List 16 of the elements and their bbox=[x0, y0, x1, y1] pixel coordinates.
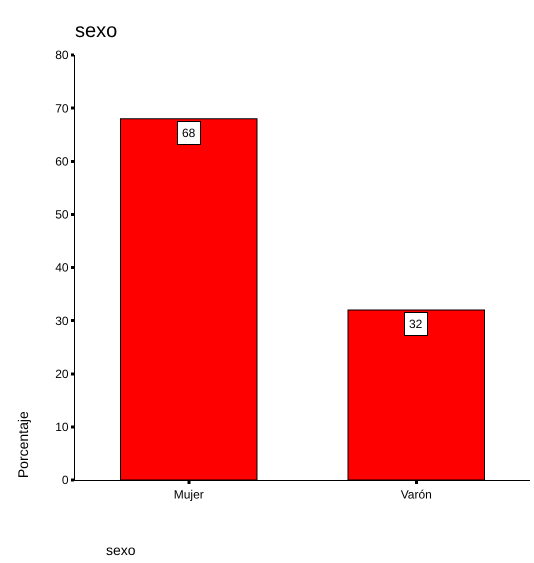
y-tick-label: 80 bbox=[55, 48, 69, 62]
y-axis-title: Porcentaje bbox=[15, 411, 32, 478]
y-tick-label: 10 bbox=[55, 420, 69, 434]
x-axis-title: sexo bbox=[106, 542, 136, 558]
y-tick-label: 40 bbox=[55, 260, 69, 275]
y-tick-label: 30 bbox=[55, 314, 69, 328]
chart-title: sexo bbox=[75, 20, 118, 42]
x-tick-label: Mujer bbox=[174, 487, 204, 502]
y-tick-label: 60 bbox=[55, 154, 69, 168]
x-tick-label: Varón bbox=[400, 487, 432, 502]
y-tick-label: 50 bbox=[55, 208, 69, 222]
data-label: 68 bbox=[182, 126, 196, 140]
y-tick-label: 20 bbox=[55, 366, 69, 381]
y-tick-label: 70 bbox=[55, 101, 69, 116]
y-tick-label: 0 bbox=[62, 473, 69, 488]
data-label: 32 bbox=[409, 317, 423, 331]
